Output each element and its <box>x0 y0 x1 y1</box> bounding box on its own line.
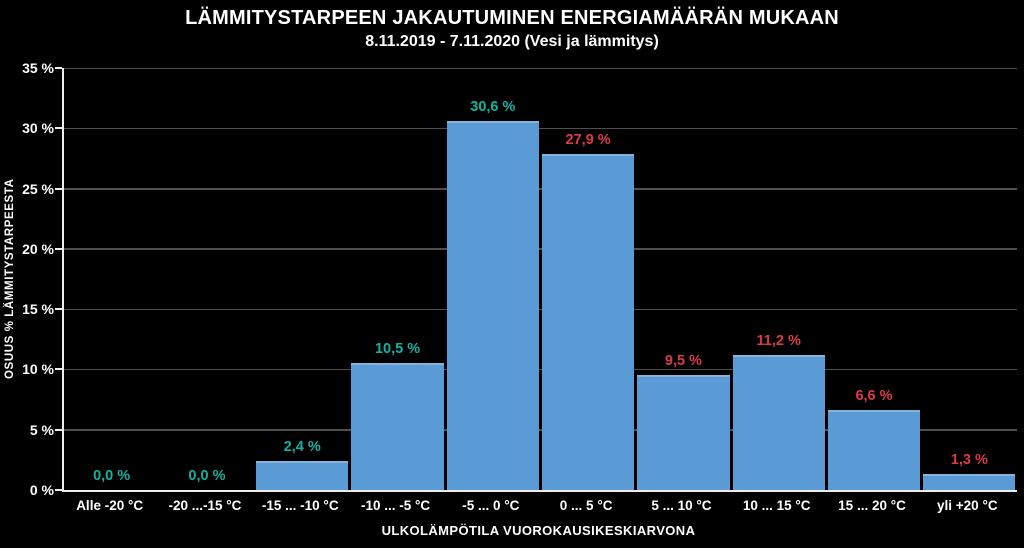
y-tick-label: 0 % <box>29 482 54 498</box>
bar <box>732 354 825 490</box>
bar-cell: 11,2 % <box>731 68 826 490</box>
bar-value-label: 1,3 % <box>950 452 988 469</box>
x-tick-label: yli +20 °C <box>937 498 998 513</box>
bar-cell: 6,6 % <box>826 68 921 490</box>
y-tick-label: 25 % <box>22 180 54 197</box>
x-tick-label: 15 ... 20 °C <box>838 498 906 513</box>
bar-cell: 0,0 % <box>159 68 254 490</box>
gridline <box>64 127 1017 130</box>
bar <box>541 153 635 490</box>
x-tick-label: 10 ... 15 °C <box>742 498 811 513</box>
bar-value-label: 27,9 % <box>565 131 611 148</box>
y-tick-label: 10 % <box>22 361 54 378</box>
y-axis-tick-mark <box>55 489 62 491</box>
bar-cell: 1,3 % <box>922 68 1017 490</box>
bar-value-label: 9,5 % <box>664 353 702 370</box>
plot-area: 0,0 % 0,0 % 2,4 % 10,5 % 30,6 % 27,9 % 9,5 % 11… <box>55 67 1017 492</box>
bar-value-label: 0,0 % <box>188 468 226 484</box>
y-axis-tick-mark <box>55 247 62 250</box>
bar-value-label: 2,4 % <box>283 439 321 456</box>
bar-cell: 10,5 % <box>350 68 445 490</box>
y-axis-tick-mark <box>55 428 62 431</box>
bar-value-label: 30,6 % <box>470 99 516 116</box>
y-axis-tick-mark <box>55 67 62 69</box>
bar-series: 0,0 % 0,0 % 2,4 % 10,5 % 30,6 % 27,9 % 9,5 % 11… <box>64 68 1017 490</box>
x-tick-label: Alle -20 °C <box>76 498 144 513</box>
bar-cell: 27,9 % <box>540 68 635 490</box>
y-axis-tick-mark <box>55 127 62 130</box>
y-axis-tick-mark <box>55 368 62 371</box>
x-tick-label: 0 ... 5 °C <box>559 498 613 513</box>
x-tick-label: -20 ...-15 °C <box>168 498 242 513</box>
bar <box>637 375 730 490</box>
gridline <box>64 248 1017 250</box>
x-axis-tick-labels: Alle -20 °C -20 ...-15 °C -15 ... -10 °C -1… <box>62 498 1015 513</box>
bar-value-label: 11,2 % <box>756 332 801 349</box>
bar-value-label: 0,0 % <box>93 468 131 484</box>
y-axis-tick-labels: 0 % 5 % 10 % 15 % 20 % 25 % 30 % 35 % <box>0 61 54 497</box>
x-tick-label: -10 ... -5 °C <box>360 498 431 513</box>
x-axis-title: ULKOLÄMPÖTILA VUOROKAUSIKESKIARVONA <box>381 523 696 538</box>
y-tick-label: 20 % <box>22 240 54 257</box>
bar <box>827 410 921 490</box>
chart-title: LÄMMITYSTARPEEN JAKAUTUMINEN ENERGIAMÄÄR… <box>185 7 839 29</box>
gridline <box>64 188 1017 190</box>
gridline <box>64 308 1017 311</box>
bar-cell: 0,0 % <box>64 68 159 490</box>
gridline <box>64 429 1017 431</box>
bar-value-label: 6,6 % <box>855 388 893 405</box>
x-tick-label: -15 ... -10 °C <box>261 498 339 513</box>
bar-cell: 9,5 % <box>636 68 731 490</box>
bar-cell: 30,6 % <box>445 68 540 490</box>
y-tick-label: 5 % <box>29 421 54 438</box>
bar <box>256 461 349 490</box>
bar <box>446 121 539 490</box>
bar <box>923 474 1016 490</box>
chart-subtitle: 8.11.2019 - 7.11.2020 (Vesi ja lämmitys) <box>365 33 659 50</box>
gridline <box>64 368 1017 371</box>
y-axis-tick-mark <box>55 308 62 311</box>
y-tick-label: 15 % <box>22 301 54 318</box>
x-tick-label: -5 ... 0 °C <box>462 498 520 513</box>
y-tick-label: 35 % <box>22 60 54 76</box>
bar <box>351 363 444 490</box>
y-axis-tick-mark <box>55 187 62 190</box>
y-tick-label: 30 % <box>22 120 54 137</box>
gridline <box>64 67 1017 69</box>
bar-cell: 2,4 % <box>255 68 350 490</box>
bar-value-label: 10,5 % <box>374 341 421 358</box>
x-tick-label: 5 ... 10 °C <box>651 498 712 513</box>
